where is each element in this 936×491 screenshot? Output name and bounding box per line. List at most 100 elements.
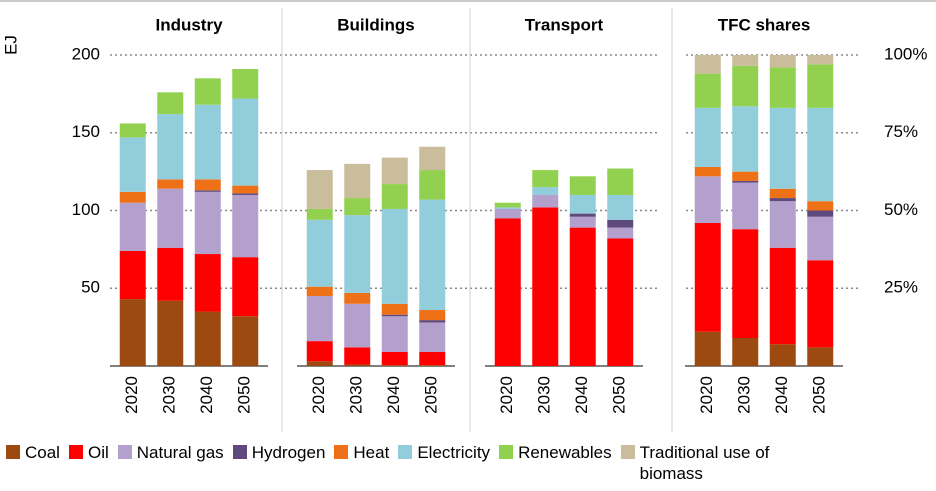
bar-segment [532,187,559,195]
bar-segment [607,194,634,220]
bar-segment [344,303,371,348]
bar-segment [807,201,834,211]
bar-segment [194,191,221,255]
bar-segment [732,55,759,66]
bar-segment [157,92,184,115]
bar-segment [194,311,221,366]
bar-segment [807,64,834,108]
y2-tick-label: 75% [884,122,918,141]
bar-segment [157,300,184,366]
x-tick-label: 2050 [610,376,629,414]
bar-segment [732,65,759,107]
bar-segment [232,194,259,258]
legend-swatch [398,445,413,459]
y2-tick-label: 100% [884,44,927,63]
bar-segment [419,199,446,311]
legend-label: Renewables [518,443,612,462]
bar-segment [306,286,333,297]
legend-swatch [499,445,514,459]
bar-segment [157,188,184,248]
bar-segment [769,344,796,366]
bar-segment [732,338,759,366]
bar-segment [807,107,834,202]
bar-segment [194,179,221,191]
bar-segment [119,202,146,251]
bar-segment [119,123,146,138]
bar-segment [569,194,596,214]
bar-segment [232,98,259,186]
panel-title: Buildings [337,15,414,34]
bar-segment [419,170,446,200]
bar-segment [232,316,259,366]
bar-segment [769,67,796,108]
bar-segment [306,170,333,209]
y-tick-label: 200 [72,44,100,63]
panel-title: TFC shares [718,15,811,34]
bar-segment [532,194,559,208]
legend-item: Oil [68,442,109,463]
bar-segment [194,78,221,105]
bar-segment [419,352,446,366]
bar-segment [769,55,796,68]
bar-segment [232,68,259,99]
legend-label: Heat [353,443,390,462]
y-tick-label: 100 [72,200,100,219]
bar-segment [381,314,408,317]
bar-segment [419,320,446,323]
bar-segment [232,193,259,195]
y-tick-label: 150 [72,122,100,141]
legend-item: Electricity [398,442,490,463]
bar-segment [344,163,371,199]
bar-segment [419,310,446,321]
panel-title: Transport [525,15,604,34]
legend-label: Traditional use of biomass [639,443,770,483]
bar-segment [607,168,634,195]
x-tick-label: 2030 [160,376,179,414]
bar-segment [807,55,834,65]
bar-segment [381,316,408,353]
x-tick-label: 2050 [810,376,829,414]
bar-segment [807,216,834,261]
legend-item: Hydrogen [232,442,325,463]
bar-segment [194,254,221,312]
bar-segment [694,55,721,74]
bar-segment [194,190,221,192]
bar-segment [769,188,796,199]
bar-segment [494,218,521,366]
legend-swatch [620,445,635,459]
bar-segment [569,216,596,228]
y-tick-label: 50 [81,278,100,297]
bar-segment [344,215,371,293]
bar-segment [119,137,146,192]
bar-segment [807,347,834,366]
bar-segment [157,179,184,189]
x-tick-label: 2050 [235,376,254,414]
y2-tick-label: 50% [884,200,918,219]
bar-segment [344,364,371,366]
bar-segment [306,208,333,220]
bar-segment [306,361,333,366]
x-tick-label: 2040 [772,376,791,414]
legend-label: Oil [87,443,109,462]
bar-segment [694,73,721,108]
bar-segment [194,104,221,180]
x-tick-label: 2030 [735,376,754,414]
x-tick-label: 2020 [497,376,516,414]
bar-segment [494,207,521,209]
chart: EJ 50 100 150 200 25% 50% 75% 100% Industry 2020 2… [0,0,936,432]
x-tick-label: 2040 [572,376,591,414]
bar-segment [694,166,721,177]
bar-segment [232,185,259,194]
x-tick-label: 2020 [697,376,716,414]
bar-segment [119,250,146,300]
bar-segment [569,227,596,366]
bar-segment [381,352,408,366]
legend-item: Renewables [499,442,612,463]
bar-segment [381,365,408,366]
bar-segment [532,170,559,188]
y-axis-label: EJ [1,35,20,55]
legend-item: Heat [334,442,389,463]
legend-swatch [232,445,247,459]
y2-tick-label: 25% [884,278,918,297]
